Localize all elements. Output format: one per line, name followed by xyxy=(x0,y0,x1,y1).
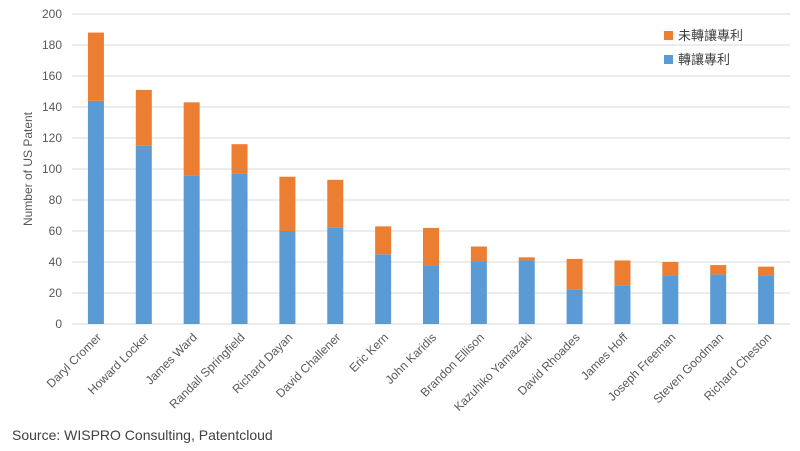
bar-segment-untransferred xyxy=(327,179,344,228)
y-axis-ticks: 0 20 40 60 80 100 120 140 160 180 200 xyxy=(42,7,62,331)
y-tick-label: 80 xyxy=(49,193,63,207)
legend-label: 未轉讓專利 xyxy=(678,28,743,43)
bar-segment-transferred xyxy=(614,285,631,324)
bar-segment-transferred xyxy=(375,254,392,324)
bar-segment-transferred xyxy=(87,100,104,324)
bar-segment-untransferred xyxy=(375,226,392,255)
bar-segment-transferred xyxy=(662,275,679,324)
bar-segment-untransferred xyxy=(614,260,631,286)
y-tick-label: 60 xyxy=(49,224,63,238)
bar-segment-transferred xyxy=(231,173,248,324)
bar-segment-transferred xyxy=(710,274,727,324)
legend-swatch xyxy=(664,55,673,64)
bar-segment-untransferred xyxy=(183,102,200,176)
y-tick-label: 100 xyxy=(42,162,62,176)
bar-segment-untransferred xyxy=(231,144,248,174)
source-note: Source: WISPRO Consulting, Patentcloud xyxy=(12,427,273,443)
bar-segment-untransferred xyxy=(87,32,104,101)
y-tick-label: 0 xyxy=(55,317,62,331)
bar-segment-transferred xyxy=(327,227,344,324)
bar-segment-untransferred xyxy=(279,176,296,231)
bar-segment-transferred xyxy=(423,265,439,324)
y-tick-label: 200 xyxy=(42,7,62,21)
y-tick-label: 180 xyxy=(42,38,62,52)
bar-segment-untransferred xyxy=(662,262,679,276)
y-axis-title: Number of US Patent xyxy=(21,111,35,226)
bar-segment-untransferred xyxy=(566,258,583,290)
y-tick-label: 20 xyxy=(49,286,63,300)
bar-segment-transferred xyxy=(183,175,200,324)
bar-segment-untransferred xyxy=(758,266,775,276)
legend-swatch xyxy=(664,31,673,40)
bar-segment-untransferred xyxy=(423,227,439,266)
bars xyxy=(87,32,775,324)
bar-segment-transferred xyxy=(470,262,487,324)
y-tick-label: 160 xyxy=(42,69,62,83)
legend-label: 轉讓專利 xyxy=(678,52,730,67)
bar-segment-transferred xyxy=(279,231,296,324)
x-tick-label: Eric Kern xyxy=(346,330,391,375)
bar-segment-transferred xyxy=(135,145,152,324)
y-tick-label: 40 xyxy=(49,255,63,269)
bar-segment-untransferred xyxy=(518,257,535,261)
bar-segment-transferred xyxy=(566,289,583,324)
bar-segment-transferred xyxy=(518,260,535,324)
bar-segment-transferred xyxy=(758,275,775,324)
bar-segment-untransferred xyxy=(710,265,727,275)
bar-segment-untransferred xyxy=(135,89,152,146)
y-tick-label: 120 xyxy=(42,131,62,145)
bar-segment-untransferred xyxy=(470,246,487,262)
y-tick-label: 140 xyxy=(42,100,62,114)
